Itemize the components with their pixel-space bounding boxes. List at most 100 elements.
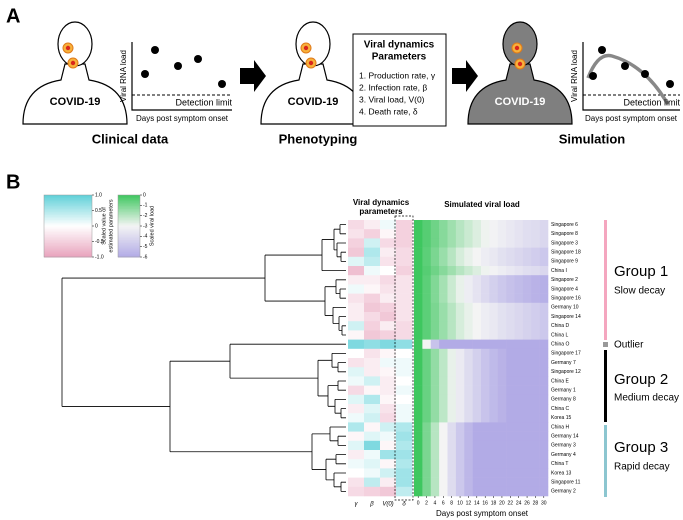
load-cell [481, 385, 490, 396]
load-cell [422, 339, 432, 350]
colorbar-cell [118, 243, 140, 246]
load-cell [422, 440, 432, 451]
heading: parameters [359, 207, 403, 216]
colorbar-cell [44, 205, 92, 208]
load-cell [506, 413, 515, 423]
load-cell [430, 459, 440, 469]
param-cell [364, 256, 381, 267]
colorbar-cell [118, 221, 140, 224]
load-cell [514, 220, 524, 230]
colorbar-cell [118, 201, 140, 204]
load-cell [430, 321, 440, 331]
arrow [240, 60, 266, 92]
load-cell [422, 256, 432, 267]
row-label: Singapore 2 [551, 277, 578, 283]
load-cell [439, 431, 448, 442]
load-cell [439, 293, 448, 304]
load-cell [430, 413, 440, 423]
colorbar-cell [118, 218, 140, 221]
param-cell [380, 275, 397, 285]
load-cell [481, 413, 490, 423]
param-cell [396, 229, 413, 239]
load-cell [430, 247, 440, 258]
load-cell [414, 394, 423, 405]
colorbar-cell [44, 226, 92, 229]
param-cell [380, 266, 397, 276]
colorbar-cell [44, 216, 92, 219]
param-cell [396, 312, 413, 322]
load-cell [455, 385, 465, 396]
load-cell [447, 229, 457, 239]
load-cell [447, 376, 457, 386]
load-cell [414, 486, 423, 497]
load-cell [531, 486, 540, 497]
load-cell [506, 238, 515, 248]
load-cell [414, 459, 423, 469]
load-cell [497, 477, 507, 488]
colorbar-cell [44, 196, 92, 199]
colorbar-cell [118, 226, 140, 229]
load-cell [422, 459, 432, 469]
load-cell [455, 330, 465, 340]
row-label: Singapore 17 [551, 351, 581, 357]
x-tick-label: 14 [474, 500, 480, 506]
x-tick-label: 26 [524, 500, 530, 506]
param-cell [396, 394, 413, 405]
load-cell [539, 330, 549, 340]
load-cell [481, 312, 490, 322]
load-cell [439, 330, 448, 340]
person: COVID-19 [22, 21, 128, 125]
load-cell [539, 275, 549, 285]
row-label: Germany 3 [551, 443, 576, 449]
load-cell [422, 238, 432, 248]
row-label: China E [551, 378, 569, 384]
param-cell [348, 284, 365, 294]
load-cell [539, 450, 549, 460]
load-cell [531, 256, 540, 267]
box-item: 1. Production rate, γ [359, 70, 436, 80]
param-cell [396, 477, 413, 488]
load-cell [464, 247, 473, 258]
load-cell [506, 247, 515, 258]
param-cell [348, 339, 365, 350]
param-cell [348, 330, 365, 340]
load-cell [514, 431, 524, 442]
param-cell [348, 220, 365, 230]
load-cell [514, 302, 524, 313]
load-cell [430, 312, 440, 322]
row-label: China I [551, 268, 567, 274]
param-cell [396, 284, 413, 294]
load-cell [489, 321, 499, 331]
load-cell [497, 394, 507, 405]
column-label: V(0) [382, 502, 393, 508]
load-cell [422, 404, 432, 414]
param-cell [380, 404, 397, 414]
load-cell [489, 376, 499, 386]
load-cell [472, 339, 482, 350]
load-cell [497, 302, 507, 313]
load-cell [481, 238, 490, 248]
load-cell [422, 293, 432, 304]
load-cell [455, 284, 465, 294]
load-cell [522, 339, 532, 350]
row-label: Singapore 9 [551, 259, 578, 265]
param-cell [348, 486, 365, 497]
load-cell [464, 440, 473, 451]
group-name: Group 1 [614, 263, 668, 280]
colorbar-cell [44, 224, 92, 227]
load-cell [430, 293, 440, 304]
colorbar-cell [44, 230, 92, 233]
load-cell [506, 468, 515, 478]
colorbar-cell [118, 216, 140, 219]
load-cell [464, 229, 473, 239]
load-cell [481, 330, 490, 340]
load-cell [439, 394, 448, 405]
param-cell [380, 459, 397, 469]
load-cell [481, 404, 490, 414]
load-cell [531, 422, 540, 432]
load-cell [447, 220, 457, 230]
load-cell [489, 459, 499, 469]
load-cell [447, 256, 457, 267]
load-cell [539, 422, 549, 432]
row-label: Germany 4 [551, 452, 576, 458]
